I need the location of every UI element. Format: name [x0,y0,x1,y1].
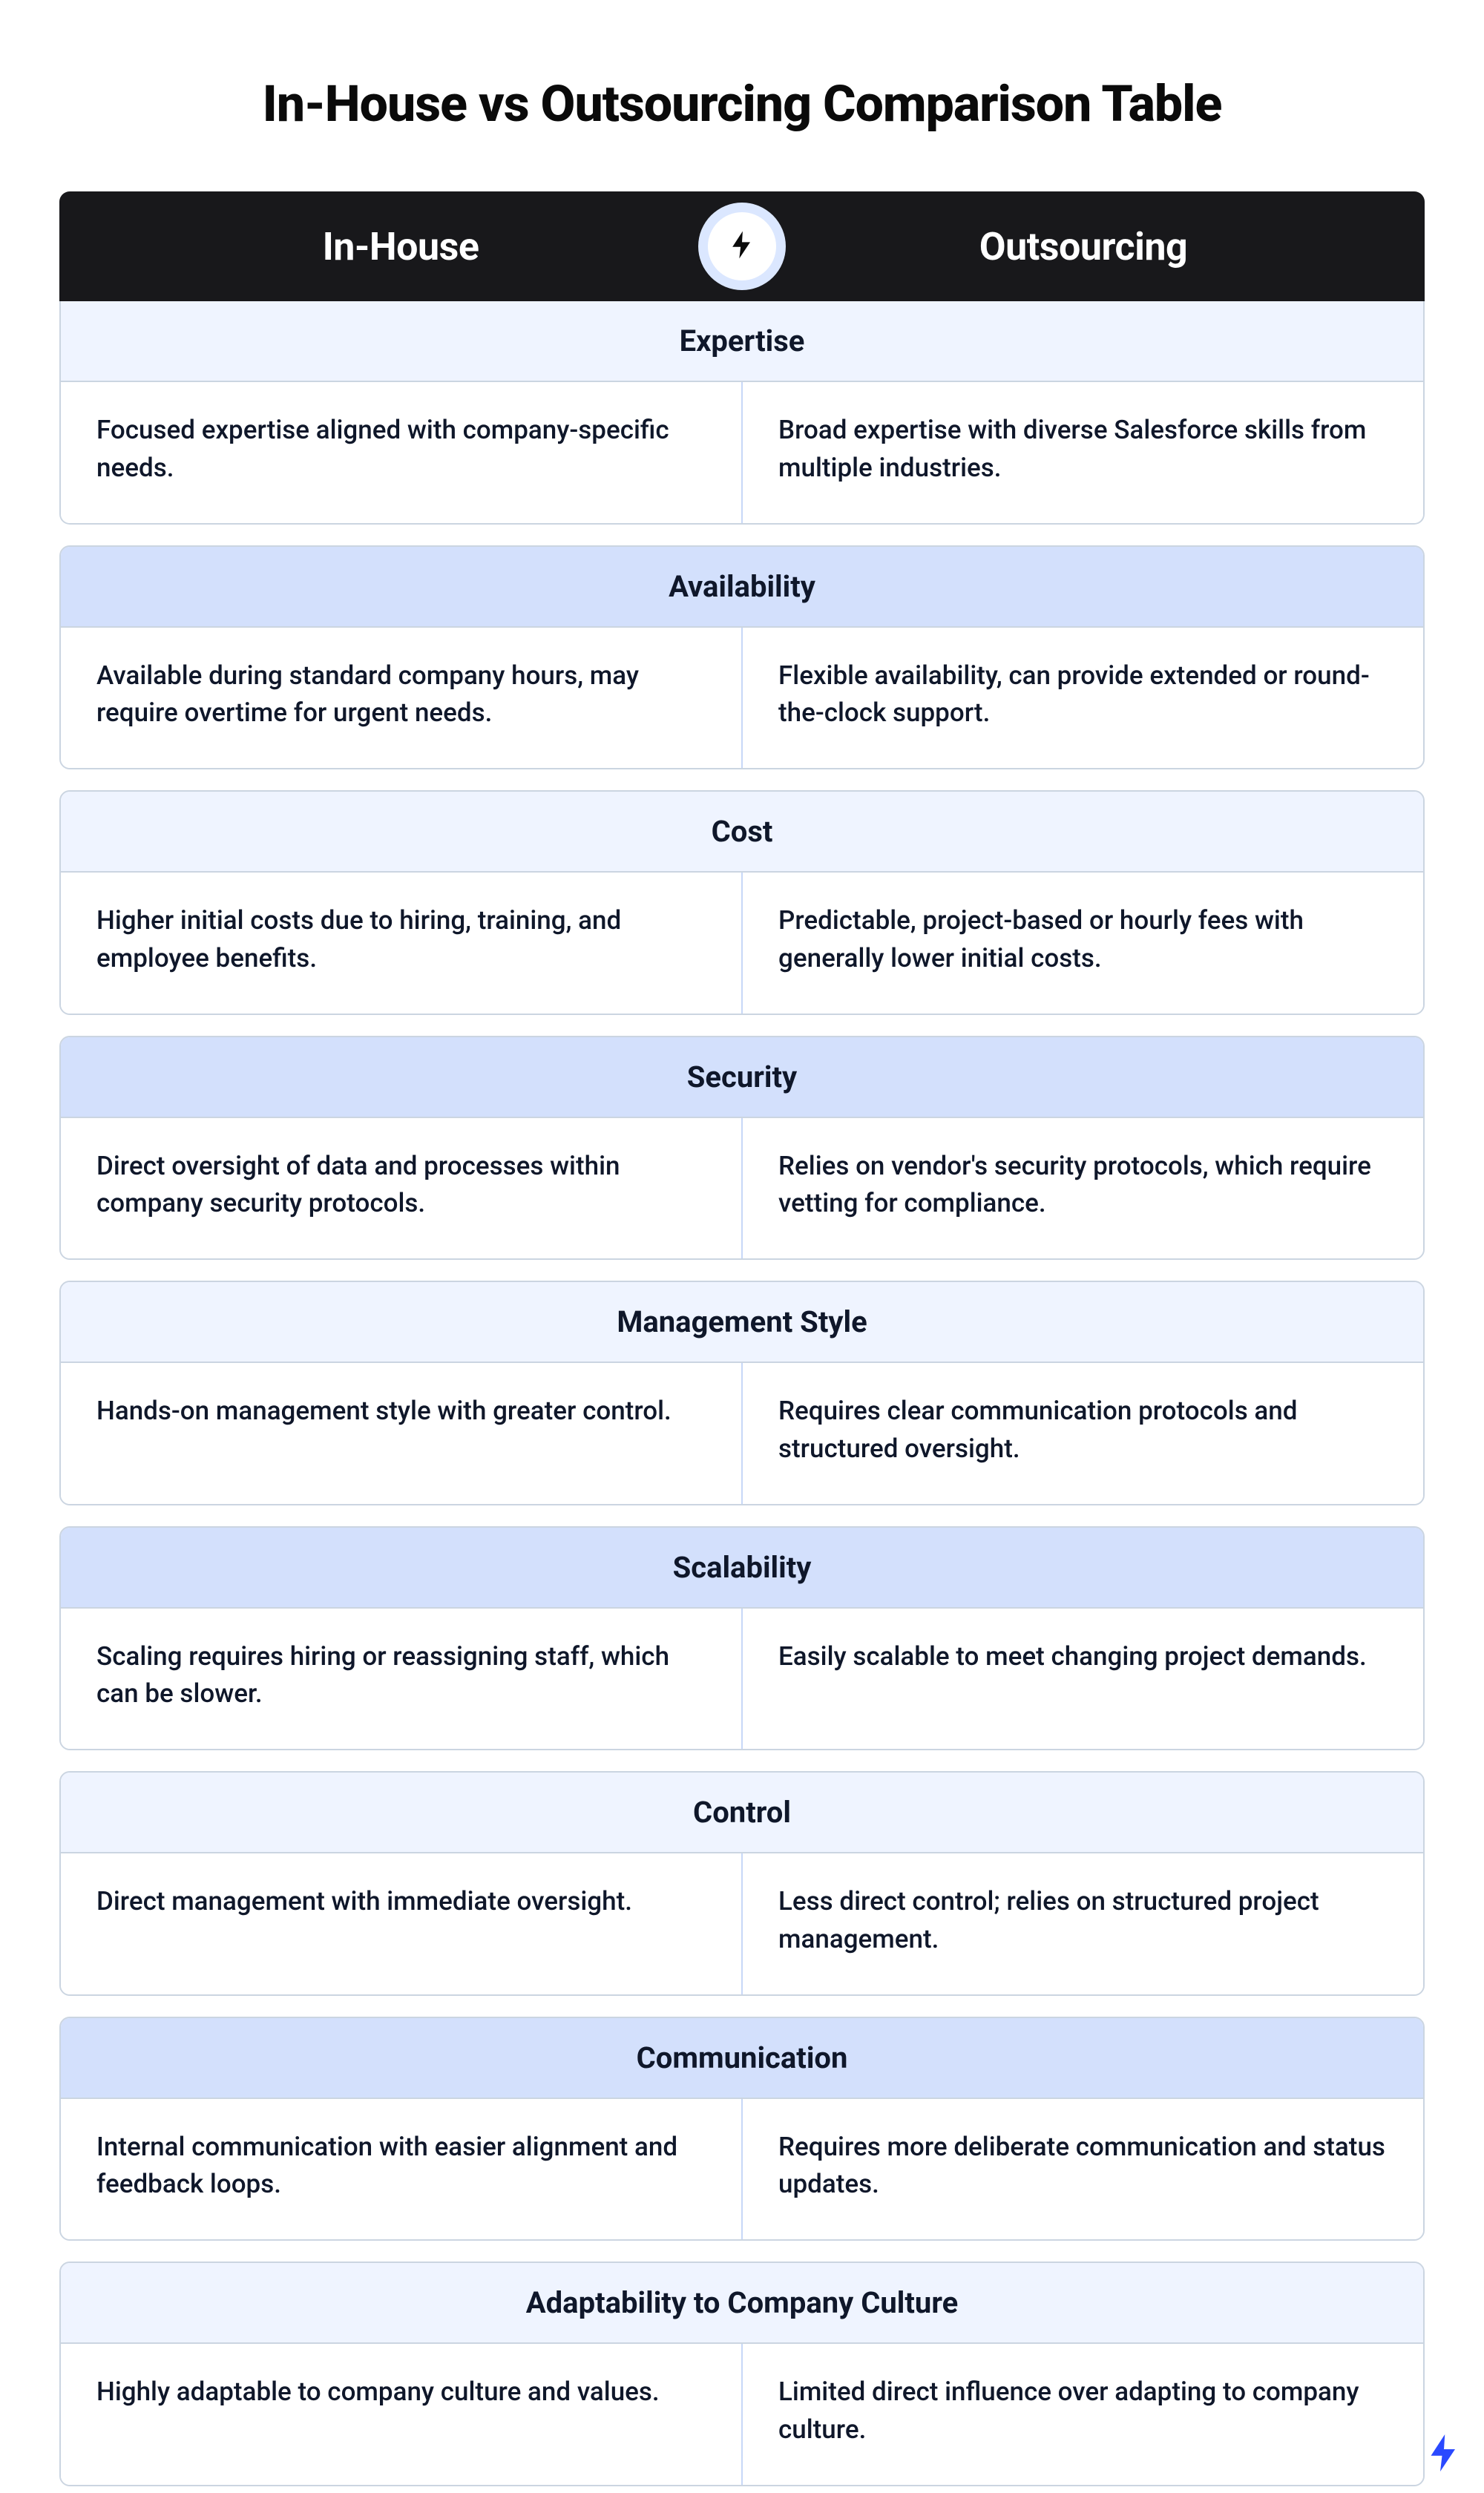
cell-outsourcing: Requires clear communication protocols a… [743,1363,1423,1504]
section-title: Communication [61,2018,1423,2099]
comparison-table: In-House Outsourcing ExpertiseFocused ex… [59,191,1425,2486]
cell-inhouse: Available during standard company hours,… [61,628,743,769]
cell-inhouse: Direct oversight of data and processes w… [61,1118,743,1259]
center-badge-inner [708,212,776,280]
section-title: Security [61,1037,1423,1118]
cell-outsourcing: Less direct control; relies on structure… [743,1853,1423,1994]
cell-outsourcing: Relies on vendor's security protocols, w… [743,1118,1423,1259]
cell-inhouse: Internal communication with easier align… [61,2099,743,2240]
section-body-row: Direct management with immediate oversig… [61,1853,1423,1994]
section: ControlDirect management with immediate … [59,1771,1425,1996]
section-body-row: Internal communication with easier align… [61,2099,1423,2240]
section-body-row: Highly adaptable to company culture and … [61,2344,1423,2485]
header-outsourcing: Outsourcing [742,224,1425,269]
corner-logo [1422,2431,1466,2475]
cell-inhouse: Focused expertise aligned with company-s… [61,382,743,523]
section-body-row: Direct oversight of data and processes w… [61,1118,1423,1259]
cell-outsourcing: Easily scalable to meet changing project… [743,1609,1423,1750]
cell-outsourcing: Broad expertise with diverse Salesforce … [743,382,1423,523]
section-body-row: Higher initial costs due to hiring, trai… [61,873,1423,1014]
cell-inhouse: Highly adaptable to company culture and … [61,2344,743,2485]
cell-outsourcing: Requires more deliberate communication a… [743,2099,1423,2240]
section-title: Expertise [61,301,1423,382]
table-header-row: In-House Outsourcing [59,191,1425,301]
section: CommunicationInternal communication with… [59,2017,1425,2241]
center-badge [698,203,786,290]
section-title: Control [61,1773,1423,1853]
section-title: Scalability [61,1528,1423,1609]
lightning-icon [1422,2464,1466,2478]
section: CostHigher initial costs due to hiring, … [59,790,1425,1015]
section-body-row: Focused expertise aligned with company-s… [61,382,1423,523]
cell-inhouse: Direct management with immediate oversig… [61,1853,743,1994]
section-body-row: Available during standard company hours,… [61,628,1423,769]
cell-inhouse: Higher initial costs due to hiring, trai… [61,873,743,1014]
section: Adaptability to Company CultureHighly ad… [59,2262,1425,2486]
page-title: In-House vs Outsourcing Comparison Table [59,74,1425,134]
section: SecurityDirect oversight of data and pro… [59,1036,1425,1261]
section: ScalabilityScaling requires hiring or re… [59,1526,1425,1751]
section-body-row: Hands-on management style with greater c… [61,1363,1423,1504]
section-title: Adaptability to Company Culture [61,2263,1423,2344]
section-title: Cost [61,792,1423,873]
section-title: Availability [61,547,1423,628]
section-title: Management Style [61,1282,1423,1363]
cell-outsourcing: Predictable, project-based or hourly fee… [743,873,1423,1014]
sections-container: ExpertiseFocused expertise aligned with … [59,301,1425,2486]
section: AvailabilityAvailable during standard co… [59,545,1425,770]
cell-inhouse: Hands-on management style with greater c… [61,1363,743,1504]
section: ExpertiseFocused expertise aligned with … [59,301,1425,525]
section-body-row: Scaling requires hiring or reassigning s… [61,1609,1423,1750]
lightning-icon [726,229,758,264]
header-inhouse: In-House [59,224,742,269]
cell-inhouse: Scaling requires hiring or reassigning s… [61,1609,743,1750]
cell-outsourcing: Flexible availability, can provide exten… [743,628,1423,769]
cell-outsourcing: Limited direct influence over adapting t… [743,2344,1423,2485]
section: Management StyleHands-on management styl… [59,1281,1425,1505]
